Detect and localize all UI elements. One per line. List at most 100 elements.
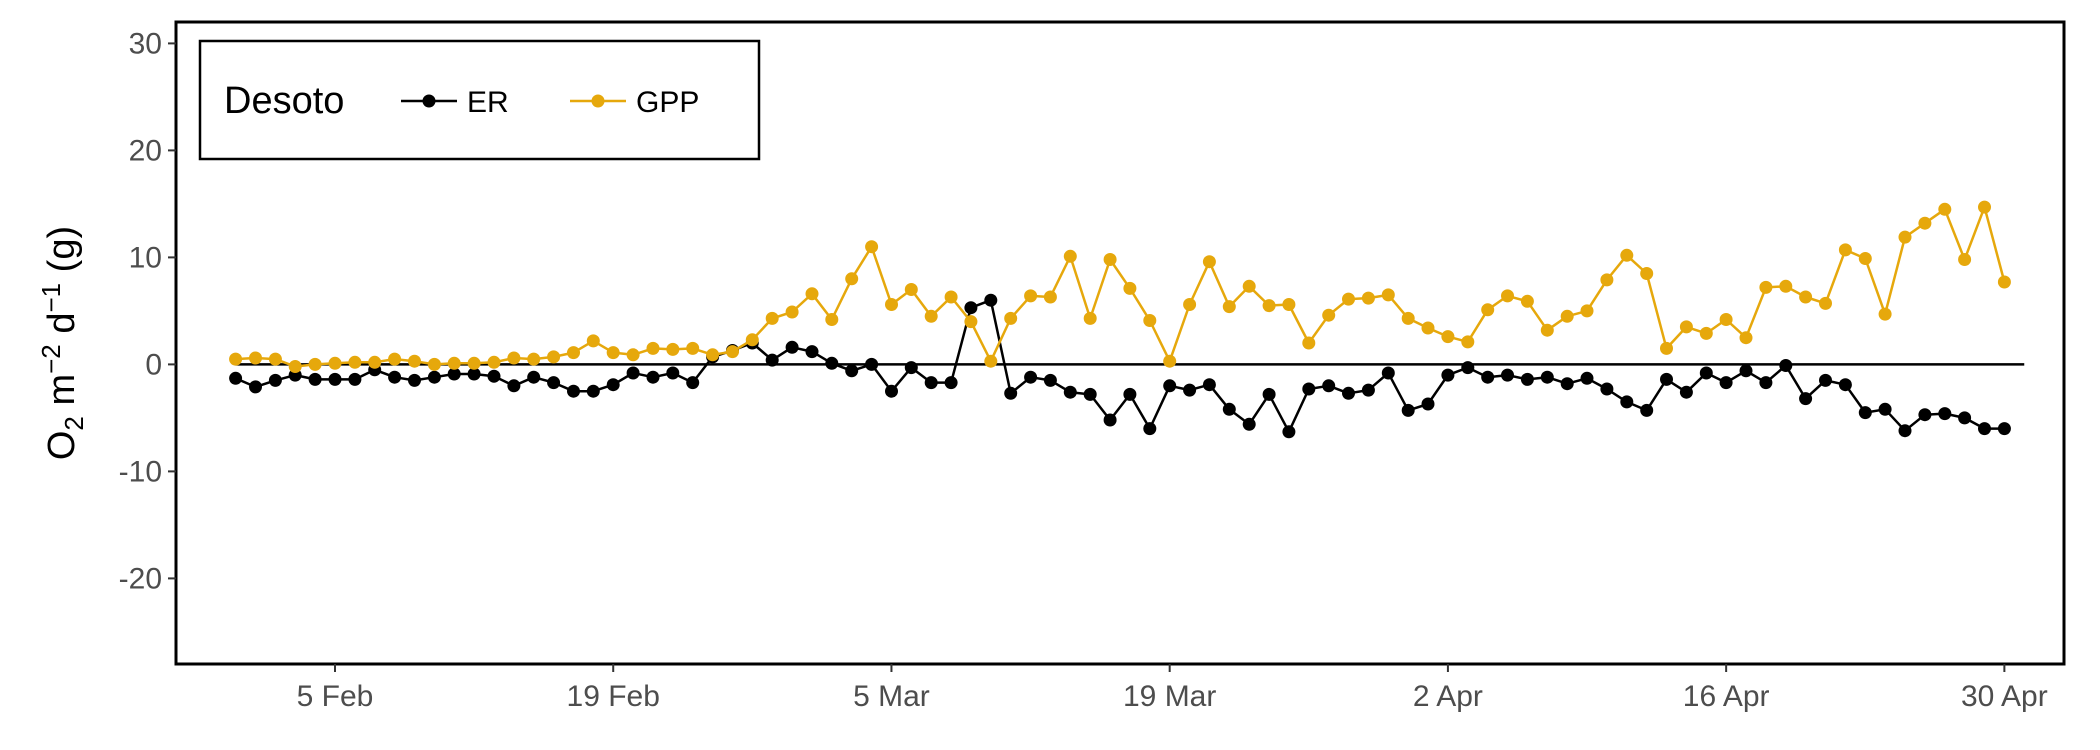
legend-label-gpp: GPP	[636, 86, 699, 119]
data-point-er	[1043, 373, 1057, 387]
data-point-er	[1222, 402, 1236, 416]
y-axis-title-unit2-superscript: −1	[36, 283, 66, 313]
y-axis-title-suffix: (g)	[41, 226, 83, 283]
data-point-er	[1282, 425, 1296, 439]
data-point-gpp	[726, 345, 739, 359]
data-point-gpp	[1799, 290, 1813, 304]
series-line-gpp	[235, 205, 2006, 368]
data-point-gpp	[447, 356, 461, 370]
legend-key-gpp	[570, 94, 626, 108]
data-point-gpp	[785, 305, 799, 319]
data-point-er	[646, 370, 660, 384]
y-axis-title-unit2: d	[41, 313, 83, 345]
legend-title: Desoto	[224, 80, 344, 122]
data-point-er	[845, 364, 859, 378]
x-tick-label: 19 Mar	[1123, 680, 1216, 713]
data-point-gpp	[288, 360, 302, 373]
data-point-er	[1342, 386, 1355, 400]
legend-label-er: ER	[467, 86, 509, 119]
data-point-er	[1918, 408, 1932, 422]
data-point-gpp	[1719, 313, 1733, 326]
data-point-er	[1540, 370, 1554, 384]
data-point-gpp	[229, 352, 243, 366]
data-point-gpp	[1898, 230, 1912, 244]
data-point-gpp	[964, 315, 978, 329]
data-point-gpp	[348, 355, 362, 369]
data-point-er	[1183, 383, 1197, 397]
x-tick-label: 19 Feb	[567, 680, 660, 713]
data-point-er	[1739, 364, 1753, 378]
data-point-gpp	[706, 348, 720, 362]
data-point-er	[1481, 370, 1495, 384]
data-point-gpp	[1759, 280, 1773, 294]
legend: Desoto ER GPP	[198, 39, 761, 161]
data-point-er	[1103, 413, 1117, 427]
data-point-gpp	[1540, 323, 1554, 337]
data-point-er	[1898, 424, 1912, 438]
data-point-gpp	[1461, 335, 1475, 349]
series-gpp	[229, 200, 2011, 373]
data-point-er	[268, 373, 282, 387]
data-point-er	[1202, 378, 1216, 392]
data-point-er	[1660, 372, 1673, 386]
data-point-gpp	[1302, 336, 1316, 350]
data-point-er	[885, 384, 898, 398]
data-point-er	[606, 378, 620, 392]
data-point-gpp	[1878, 307, 1892, 321]
data-point-gpp	[1401, 311, 1415, 325]
x-tick-label: 2 Apr	[1413, 680, 1483, 713]
data-point-er	[686, 376, 700, 390]
data-point-gpp	[1600, 273, 1614, 287]
data-point-er	[408, 373, 421, 387]
data-point-gpp	[1560, 309, 1574, 323]
data-point-gpp	[1063, 249, 1077, 263]
data-point-gpp	[984, 354, 998, 368]
data-point-gpp	[1381, 288, 1395, 302]
data-point-er	[1799, 392, 1813, 406]
data-point-er	[1123, 387, 1137, 401]
y-axis-title-base: O	[41, 431, 83, 461]
data-point-er	[547, 376, 561, 390]
data-point-gpp	[467, 356, 481, 370]
y-tick-label: 10	[129, 241, 162, 274]
data-point-gpp	[308, 357, 322, 371]
data-point-gpp	[845, 272, 859, 286]
plot-area	[229, 200, 2025, 439]
data-point-er	[1759, 376, 1773, 390]
data-point-er	[1640, 403, 1654, 417]
data-point-gpp	[885, 298, 898, 311]
data-point-gpp	[268, 352, 282, 366]
data-point-er	[229, 371, 243, 385]
data-point-er	[1679, 385, 1693, 399]
data-point-gpp	[865, 240, 879, 254]
data-point-er	[507, 379, 521, 393]
data-point-gpp	[1660, 341, 1673, 355]
y-axis-title-unit1: m	[41, 374, 83, 416]
data-point-er	[1520, 372, 1534, 386]
data-point-gpp	[388, 352, 402, 366]
data-point-er	[348, 372, 362, 386]
data-point-er	[328, 372, 342, 386]
data-point-gpp	[368, 355, 382, 369]
data-point-er	[1361, 383, 1375, 397]
data-point-gpp	[1779, 279, 1793, 293]
data-point-er	[825, 356, 839, 370]
data-point-gpp	[1938, 202, 1952, 216]
data-point-gpp	[527, 352, 541, 366]
data-point-er	[567, 384, 580, 398]
data-point-er	[487, 369, 501, 383]
data-point-er	[1858, 406, 1872, 420]
data-point-er	[1580, 371, 1594, 385]
data-point-gpp	[1222, 300, 1236, 314]
data-point-gpp	[1918, 216, 1932, 230]
data-point-gpp	[1580, 304, 1594, 318]
data-point-gpp	[904, 283, 918, 296]
data-point-gpp	[1739, 331, 1753, 345]
data-point-er	[626, 366, 640, 380]
data-point-gpp	[1838, 243, 1852, 257]
data-point-gpp	[1421, 321, 1435, 335]
data-point-er	[1878, 402, 1892, 416]
data-point-gpp	[249, 351, 262, 365]
x-tick-label: 5 Mar	[853, 680, 930, 713]
data-point-er	[1441, 368, 1455, 382]
